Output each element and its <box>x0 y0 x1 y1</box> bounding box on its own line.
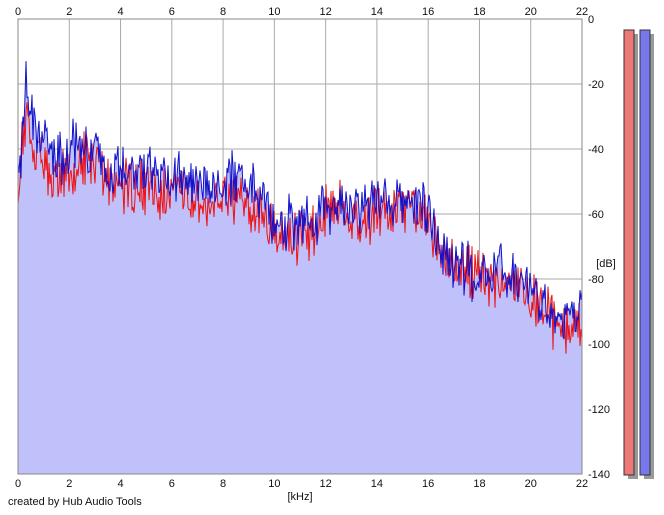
y-tick-label: -20 <box>588 79 604 91</box>
x-tick-label-top: 6 <box>169 6 175 18</box>
x-tick-label-bottom: 14 <box>371 478 383 490</box>
y-tick-label: -60 <box>588 209 604 221</box>
x-tick-label-top: 20 <box>525 6 537 18</box>
x-tick-label-bottom: 2 <box>66 478 72 490</box>
x-tick-label-top: 18 <box>473 6 485 18</box>
x-tick-label-top: 14 <box>371 6 383 18</box>
series-layer <box>17 61 583 354</box>
x-tick-label-bottom: 4 <box>117 478 123 490</box>
y-tick-label: -120 <box>588 404 610 416</box>
x-tick-label-top: 22 <box>576 6 588 18</box>
x-tick-label-bottom: 10 <box>268 478 280 490</box>
x-tick-label-top: 2 <box>66 6 72 18</box>
y-tick-label: -40 <box>588 144 604 156</box>
x-tick-label-bottom: 12 <box>320 478 332 490</box>
x-tick-label-top: 12 <box>320 6 332 18</box>
x-tick-label-bottom: 16 <box>422 478 434 490</box>
y-axis-label: [dB] <box>596 258 616 270</box>
level-meters <box>623 29 654 479</box>
credit-text: created by Hub Audio Tools <box>8 496 142 508</box>
y-tick-label: 0 <box>588 14 594 26</box>
x-tick-label-top: 10 <box>268 6 280 18</box>
x-tick-label-bottom: 20 <box>525 478 537 490</box>
y-tick-labels: 0 -20 -40 -60 -80 -100 -120 -140 <box>588 14 610 481</box>
x-tick-label-top: 16 <box>422 6 434 18</box>
y-tick-label: -140 <box>588 469 610 481</box>
x-tick-label-top: 0 <box>15 6 21 18</box>
x-axis-label: [kHz] <box>287 491 312 503</box>
x-tick-label-top: 4 <box>117 6 123 18</box>
y-tick-label: -100 <box>588 339 610 351</box>
level-meter-bar <box>623 29 635 476</box>
x-tick-label-bottom: 8 <box>220 478 226 490</box>
level-meter-bar <box>639 29 651 476</box>
x-tick-label-bottom: 6 <box>169 478 175 490</box>
x-tick-label-bottom: 0 <box>15 478 21 490</box>
x-tick-label-top: 8 <box>220 6 226 18</box>
plot-frame <box>17 18 583 475</box>
x-tick-label-bottom: 22 <box>576 478 588 490</box>
series-line <box>17 61 583 340</box>
x-tick-label-bottom: 18 <box>473 478 485 490</box>
spectrum-fill-area <box>18 61 582 474</box>
y-tick-label: -80 <box>588 274 604 286</box>
